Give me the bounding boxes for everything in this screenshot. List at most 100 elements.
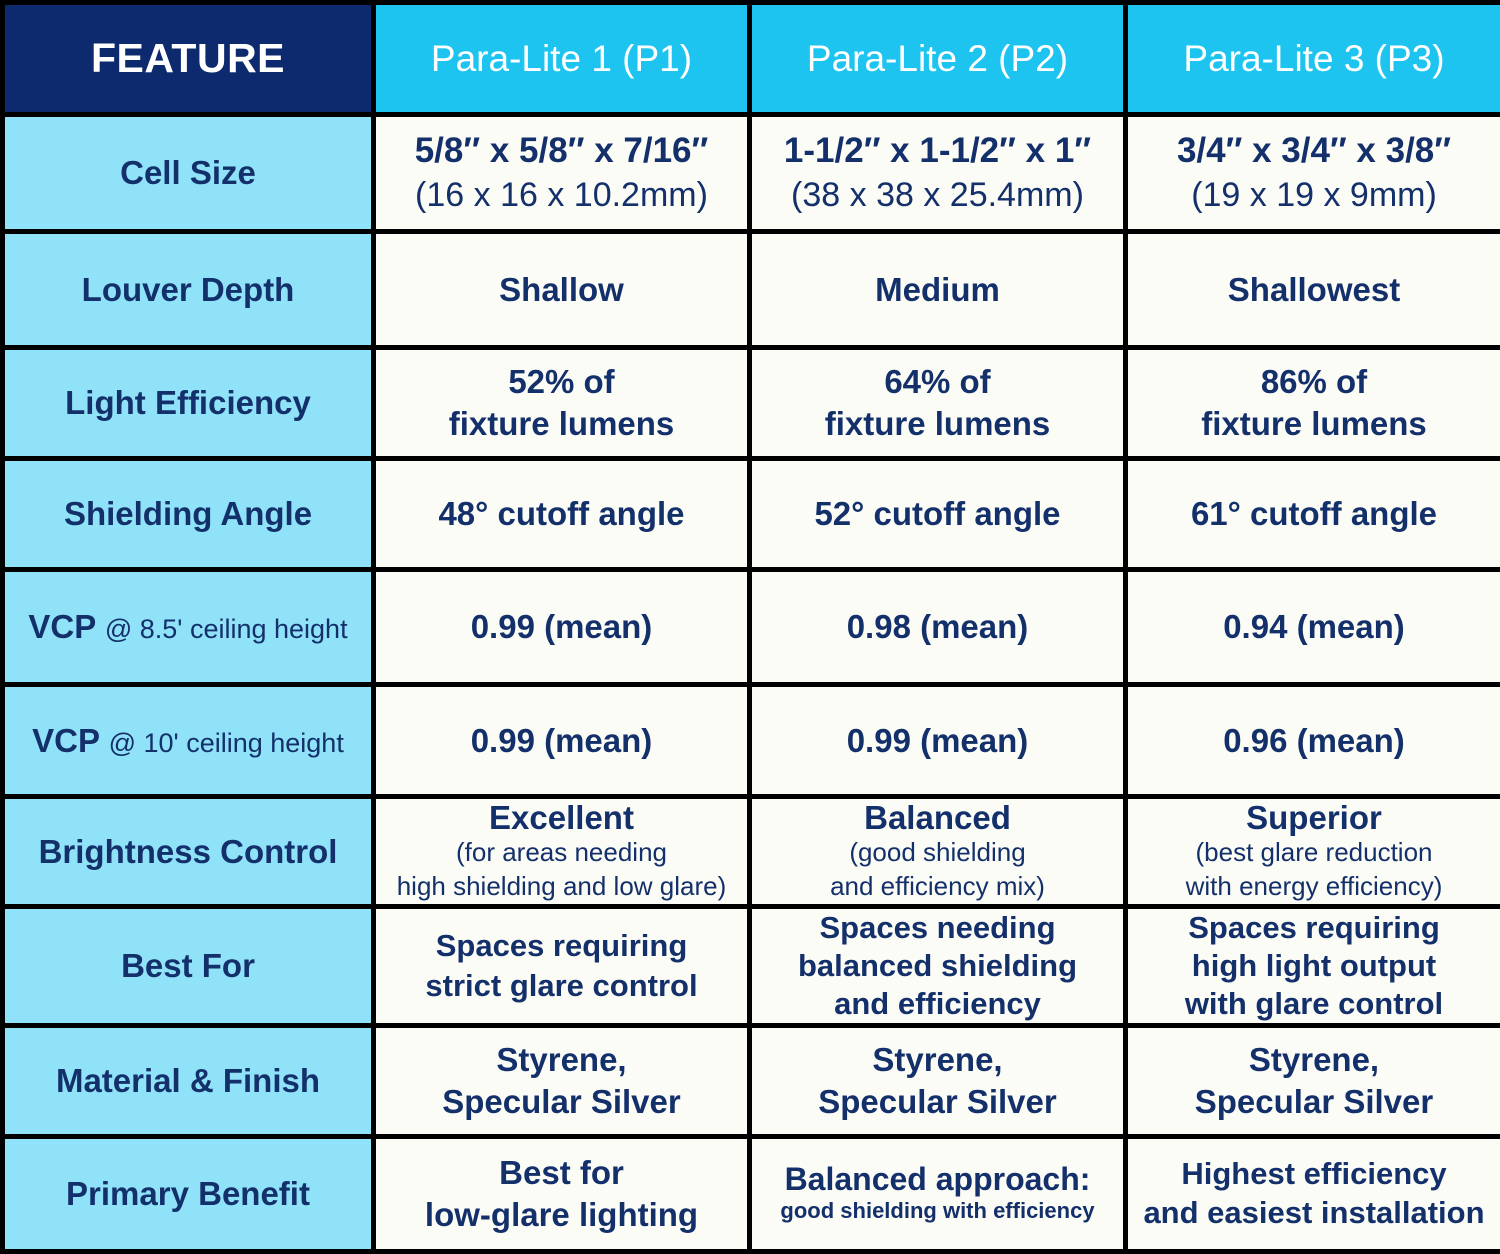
material-name: Styrene, bbox=[872, 1040, 1003, 1078]
brightness-control-p3: Superior (best glare reduction with ener… bbox=[1123, 794, 1500, 910]
best-for-p2: Spaces needing balanced shielding and ef… bbox=[747, 904, 1128, 1028]
brightness-note: and efficiency mix) bbox=[830, 871, 1045, 901]
cell-size-imperial: 1-1/2″ x 1-1/2″ x 1″ bbox=[783, 130, 1092, 170]
efficiency-percent: 52% of bbox=[508, 362, 615, 400]
best-for-p3: Spaces requiring high light output with … bbox=[1123, 904, 1500, 1028]
brightness-note: with energy efficiency) bbox=[1185, 871, 1443, 901]
efficiency-unit: fixture lumens bbox=[448, 405, 675, 443]
brightness-control-p2: Balanced (good shielding and efficiency … bbox=[747, 794, 1128, 910]
header-row: FEATURE Para-Lite 1 (P1) Para-Lite 2 (P2… bbox=[0, 0, 1500, 118]
material-name: Styrene, bbox=[1248, 1040, 1380, 1078]
benefit-line: Highest efficiency bbox=[1181, 1156, 1447, 1192]
material-finish-p2: Styrene, Specular Silver bbox=[747, 1022, 1128, 1139]
benefit-line: good shielding with efficiency bbox=[780, 1198, 1095, 1224]
vcp-height-label: @ 10' ceiling height bbox=[108, 727, 344, 758]
efficiency-percent: 86% of bbox=[1260, 362, 1368, 400]
row-light-efficiency: Light Efficiency 52% of fixture lumens 6… bbox=[0, 345, 1500, 462]
shielding-angle-p3: 61° cutoff angle bbox=[1123, 456, 1500, 573]
material-name: Styrene, bbox=[496, 1040, 627, 1078]
brightness-rating: Excellent bbox=[489, 798, 634, 836]
efficiency-unit: fixture lumens bbox=[824, 405, 1051, 443]
header-p2: Para-Lite 2 (P2) bbox=[747, 0, 1128, 118]
header-feature: FEATURE bbox=[0, 0, 376, 118]
vcp-height-label: @ 8.5' ceiling height bbox=[104, 614, 348, 645]
light-efficiency-p2: 64% of fixture lumens bbox=[747, 345, 1128, 462]
louver-depth-p1: Shallow bbox=[371, 229, 752, 351]
row-brightness-control: Brightness Control Excellent (for areas … bbox=[0, 794, 1500, 910]
benefit-line: Best for bbox=[499, 1153, 624, 1191]
row-label: Material & Finish bbox=[0, 1022, 376, 1139]
brightness-note: (for areas needing bbox=[455, 837, 668, 868]
best-for-p1: Spaces requiring strict glare control bbox=[371, 904, 752, 1028]
primary-benefit-p1: Best for low-glare lighting bbox=[371, 1133, 752, 1254]
row-label: Brightness Control bbox=[0, 794, 376, 910]
best-for-line: with glare control bbox=[1184, 986, 1444, 1022]
best-for-line: balanced shielding bbox=[797, 948, 1078, 984]
primary-benefit-p2: Balanced approach: good shielding with e… bbox=[747, 1133, 1128, 1254]
finish-name: Specular Silver bbox=[1194, 1082, 1434, 1120]
vcp-10-p1: 0.99 (mean) bbox=[371, 682, 752, 800]
header-p1: Para-Lite 1 (P1) bbox=[371, 0, 752, 118]
row-shielding-angle: Shielding Angle 48° cutoff angle 52° cut… bbox=[0, 456, 1500, 573]
row-best-for: Best For Spaces requiring strict glare c… bbox=[0, 904, 1500, 1028]
best-for-line: high light output bbox=[1191, 948, 1437, 984]
shielding-angle-p2: 52° cutoff angle bbox=[747, 456, 1128, 573]
vcp-label: VCP bbox=[28, 608, 96, 646]
best-for-line: strict glare control bbox=[425, 968, 698, 1004]
light-efficiency-p1: 52% of fixture lumens bbox=[371, 345, 752, 462]
benefit-line: Balanced approach: bbox=[784, 1161, 1091, 1198]
material-finish-p1: Styrene, Specular Silver bbox=[371, 1022, 752, 1139]
cell-size-metric: (38 x 38 x 25.4mm) bbox=[791, 175, 1084, 214]
row-vcp-8-5: VCP @ 8.5' ceiling height 0.99 (mean) 0.… bbox=[0, 567, 1500, 688]
row-cell-size: Cell Size 5/8″ x 5/8″ x 7/16″ (16 x 16 x… bbox=[0, 112, 1500, 235]
brightness-control-p1: Excellent (for areas needing high shield… bbox=[371, 794, 752, 910]
finish-name: Specular Silver bbox=[442, 1082, 681, 1120]
row-label: VCP @ 8.5' ceiling height bbox=[0, 567, 376, 688]
best-for-line: Spaces requiring bbox=[1188, 910, 1440, 946]
benefit-line: low-glare lighting bbox=[424, 1195, 699, 1233]
row-label: Shielding Angle bbox=[0, 456, 376, 573]
efficiency-percent: 64% of bbox=[884, 362, 991, 400]
brightness-note: (best glare reduction bbox=[1195, 837, 1433, 868]
louver-depth-p3: Shallowest bbox=[1123, 229, 1500, 351]
row-label: Cell Size bbox=[0, 112, 376, 235]
row-primary-benefit: Primary Benefit Best for low-glare light… bbox=[0, 1133, 1500, 1254]
brightness-note: high shielding and low glare) bbox=[396, 871, 727, 901]
vcp-label: VCP bbox=[32, 721, 100, 759]
row-label: Best For bbox=[0, 904, 376, 1028]
brightness-note: (good shielding bbox=[849, 837, 1026, 868]
cell-size-p2: 1-1/2″ x 1-1/2″ x 1″ (38 x 38 x 25.4mm) bbox=[747, 112, 1128, 235]
row-label: Light Efficiency bbox=[0, 345, 376, 462]
best-for-line: Spaces needing bbox=[819, 910, 1056, 946]
best-for-line: Spaces requiring bbox=[435, 927, 688, 963]
cell-size-metric: (19 x 19 x 9mm) bbox=[1191, 175, 1437, 214]
cell-size-p1: 5/8″ x 5/8″ x 7/16″ (16 x 16 x 10.2mm) bbox=[371, 112, 752, 235]
cell-size-imperial: 3/4″ x 3/4″ x 3/8″ bbox=[1176, 130, 1452, 170]
cell-size-imperial: 5/8″ x 5/8″ x 7/16″ bbox=[414, 130, 709, 170]
efficiency-unit: fixture lumens bbox=[1201, 405, 1427, 443]
row-label: Primary Benefit bbox=[0, 1133, 376, 1254]
brightness-rating: Balanced bbox=[864, 798, 1011, 836]
header-p3: Para-Lite 3 (P3) bbox=[1123, 0, 1500, 118]
row-material-finish: Material & Finish Styrene, Specular Silv… bbox=[0, 1022, 1500, 1139]
brightness-rating: Superior bbox=[1246, 798, 1382, 836]
row-vcp-10: VCP @ 10' ceiling height 0.99 (mean) 0.9… bbox=[0, 682, 1500, 800]
row-label: VCP @ 10' ceiling height bbox=[0, 682, 376, 800]
cell-size-metric: (16 x 16 x 10.2mm) bbox=[415, 175, 708, 214]
finish-name: Specular Silver bbox=[818, 1082, 1057, 1120]
row-louver-depth: Louver Depth Shallow Medium Shallowest bbox=[0, 229, 1500, 351]
best-for-line: and efficiency bbox=[834, 986, 1041, 1022]
primary-benefit-p3: Highest efficiency and easiest installat… bbox=[1123, 1133, 1500, 1254]
vcp-8-5-p1: 0.99 (mean) bbox=[371, 567, 752, 688]
row-label: Louver Depth bbox=[0, 229, 376, 351]
vcp-8-5-p2: 0.98 (mean) bbox=[747, 567, 1128, 688]
light-efficiency-p3: 86% of fixture lumens bbox=[1123, 345, 1500, 462]
vcp-10-p3: 0.96 (mean) bbox=[1123, 682, 1500, 800]
benefit-line: and easiest installation bbox=[1143, 1194, 1485, 1230]
vcp-10-p2: 0.99 (mean) bbox=[747, 682, 1128, 800]
louver-depth-p2: Medium bbox=[747, 229, 1128, 351]
shielding-angle-p1: 48° cutoff angle bbox=[371, 456, 752, 573]
vcp-8-5-p3: 0.94 (mean) bbox=[1123, 567, 1500, 688]
material-finish-p3: Styrene, Specular Silver bbox=[1123, 1022, 1500, 1139]
